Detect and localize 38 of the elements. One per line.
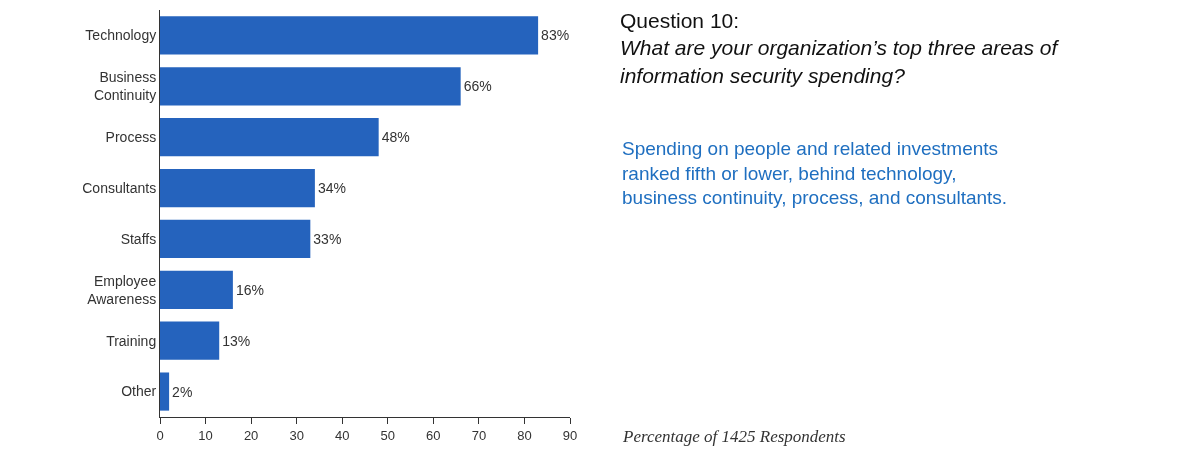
text: Spending on people and related investments ranked fifth or lower, behind technology, business continuity, process, and consultants. bbox=[622, 138, 1008, 209]
text: Question 10: bbox=[620, 9, 740, 32]
bar bbox=[160, 168, 315, 208]
y-tick-label: Employee Awareness bbox=[87, 272, 157, 307]
y-tick-label: Technology bbox=[85, 27, 157, 44]
x-tick-label: 70 bbox=[471, 427, 487, 443]
y-tick-label: Process bbox=[105, 129, 157, 146]
x-tick-label: 40 bbox=[334, 427, 350, 443]
data-label: 83% bbox=[541, 27, 570, 44]
y-tick-label: Consultants bbox=[82, 179, 157, 196]
y-tick-label: Training bbox=[106, 332, 157, 349]
data-label: 33% bbox=[313, 230, 342, 247]
x-tick-label: 20 bbox=[243, 427, 259, 443]
data-label: 13% bbox=[222, 332, 251, 349]
bar bbox=[160, 270, 233, 309]
x-tick-label: 80 bbox=[517, 427, 532, 443]
bar bbox=[160, 321, 220, 360]
bar bbox=[160, 67, 461, 106]
bar bbox=[160, 372, 170, 411]
y-tick-label: Staffs bbox=[120, 230, 157, 247]
text: Percentage of 1425 Respondents bbox=[622, 427, 847, 446]
y-tick-label: Other bbox=[121, 383, 157, 400]
x-tick-label: 50 bbox=[380, 427, 396, 443]
x-tick-label: 0 bbox=[156, 427, 164, 443]
x-tick-label: 10 bbox=[198, 427, 213, 443]
x-tick-label: 60 bbox=[426, 427, 441, 443]
x-tick-label: 30 bbox=[289, 427, 304, 443]
data-label: 66% bbox=[463, 78, 492, 95]
data-label: 48% bbox=[381, 129, 410, 146]
bar bbox=[160, 118, 379, 157]
x-tick-label: 90 bbox=[562, 427, 578, 443]
bar bbox=[160, 16, 539, 55]
text: What are your organization’s top three areas of information security spending? bbox=[620, 36, 1060, 87]
bar bbox=[160, 219, 311, 259]
data-label: 16% bbox=[235, 281, 264, 298]
y-tick-label: Business Continuity bbox=[93, 69, 157, 104]
data-label: 34% bbox=[317, 180, 346, 197]
data-label: 2% bbox=[172, 383, 193, 400]
